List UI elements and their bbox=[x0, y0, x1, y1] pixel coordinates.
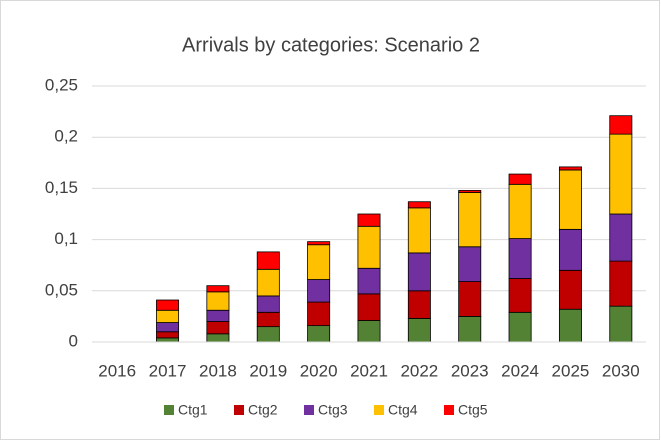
legend-swatch bbox=[374, 405, 384, 415]
bar-segment bbox=[558, 308, 582, 343]
x-tick-label: 2017 bbox=[149, 361, 187, 380]
bar-segment bbox=[357, 213, 381, 227]
legend-swatch bbox=[304, 405, 314, 415]
bar-segment bbox=[256, 295, 280, 313]
bar-segment bbox=[558, 166, 582, 171]
bar-segment bbox=[156, 299, 180, 311]
bar-segment bbox=[256, 251, 280, 270]
bar-segment bbox=[156, 331, 180, 339]
bar-segment bbox=[256, 326, 280, 343]
bar-segment bbox=[508, 311, 532, 343]
bar-segment bbox=[357, 267, 381, 295]
bar-segment bbox=[508, 183, 532, 239]
bar-segment bbox=[206, 285, 230, 293]
y-tick-label: 0,25 bbox=[45, 75, 78, 94]
legend-label: Ctg1 bbox=[178, 402, 208, 418]
bar-segment bbox=[307, 241, 331, 246]
bar-segment bbox=[156, 337, 180, 343]
bar-segment bbox=[357, 293, 381, 321]
bar-segment bbox=[256, 311, 280, 328]
bar-segment bbox=[407, 201, 431, 209]
bar-segment bbox=[307, 301, 331, 327]
bar-segment bbox=[357, 320, 381, 343]
legend-swatch bbox=[444, 405, 454, 415]
y-tick-label: 0,2 bbox=[54, 127, 78, 146]
bar-segment bbox=[206, 309, 230, 322]
bar-segment bbox=[508, 278, 532, 313]
y-tick-label: 0,05 bbox=[45, 280, 78, 299]
legend-label: Ctg2 bbox=[248, 402, 278, 418]
x-tick-label: 2019 bbox=[249, 361, 287, 380]
bar-segment bbox=[256, 268, 280, 297]
y-tick-label: 0,1 bbox=[54, 229, 78, 248]
x-tick-label: 2022 bbox=[400, 361, 438, 380]
bar-segment bbox=[508, 173, 532, 185]
bar-segment bbox=[558, 169, 582, 230]
x-tick-label: 2018 bbox=[199, 361, 237, 380]
bar-segment bbox=[307, 279, 331, 303]
bar-segment bbox=[156, 309, 180, 323]
x-tick-label: 2016 bbox=[98, 361, 136, 380]
legend-label: Ctg3 bbox=[318, 402, 348, 418]
y-tick-label: 0,15 bbox=[45, 178, 78, 197]
bar-segment bbox=[307, 325, 331, 343]
y-tick-label: 0 bbox=[69, 331, 78, 350]
legend-label: Ctg4 bbox=[388, 402, 418, 418]
bar-segment bbox=[558, 269, 582, 310]
bar-segment bbox=[508, 238, 532, 279]
legend-swatch bbox=[164, 405, 174, 415]
bar-segment bbox=[558, 228, 582, 271]
bar-segment bbox=[609, 133, 633, 215]
legend-label: Ctg5 bbox=[458, 402, 488, 418]
bar-segment bbox=[206, 333, 230, 343]
x-tick-label: 2023 bbox=[451, 361, 489, 380]
x-tick-label: 2020 bbox=[300, 361, 338, 380]
chart-title: Arrivals by categories: Scenario 2 bbox=[182, 34, 480, 56]
bar-segment bbox=[458, 281, 482, 317]
bar-segment bbox=[458, 192, 482, 248]
legend-swatch bbox=[234, 405, 244, 415]
bar-segment bbox=[407, 290, 431, 319]
bar-segment bbox=[407, 318, 431, 343]
bar-segment bbox=[609, 260, 633, 307]
bar-segment bbox=[307, 244, 331, 280]
bar-segment bbox=[609, 213, 633, 262]
bar-segment bbox=[357, 225, 381, 269]
bar-segment bbox=[458, 190, 482, 193]
x-tick-label: 2024 bbox=[501, 361, 539, 380]
bar-segment bbox=[407, 207, 431, 254]
x-tick-label: 2025 bbox=[552, 361, 590, 380]
bar-segment bbox=[156, 322, 180, 333]
bar-segment bbox=[458, 315, 482, 343]
x-tick-label: 2021 bbox=[350, 361, 388, 380]
bar-segment bbox=[407, 252, 431, 292]
bar-segment bbox=[206, 321, 230, 335]
bar-segment bbox=[206, 291, 230, 311]
bar-segment bbox=[458, 246, 482, 282]
bar-segment bbox=[609, 115, 633, 135]
x-tick-label: 2030 bbox=[602, 361, 640, 380]
bar-segment bbox=[609, 305, 633, 343]
